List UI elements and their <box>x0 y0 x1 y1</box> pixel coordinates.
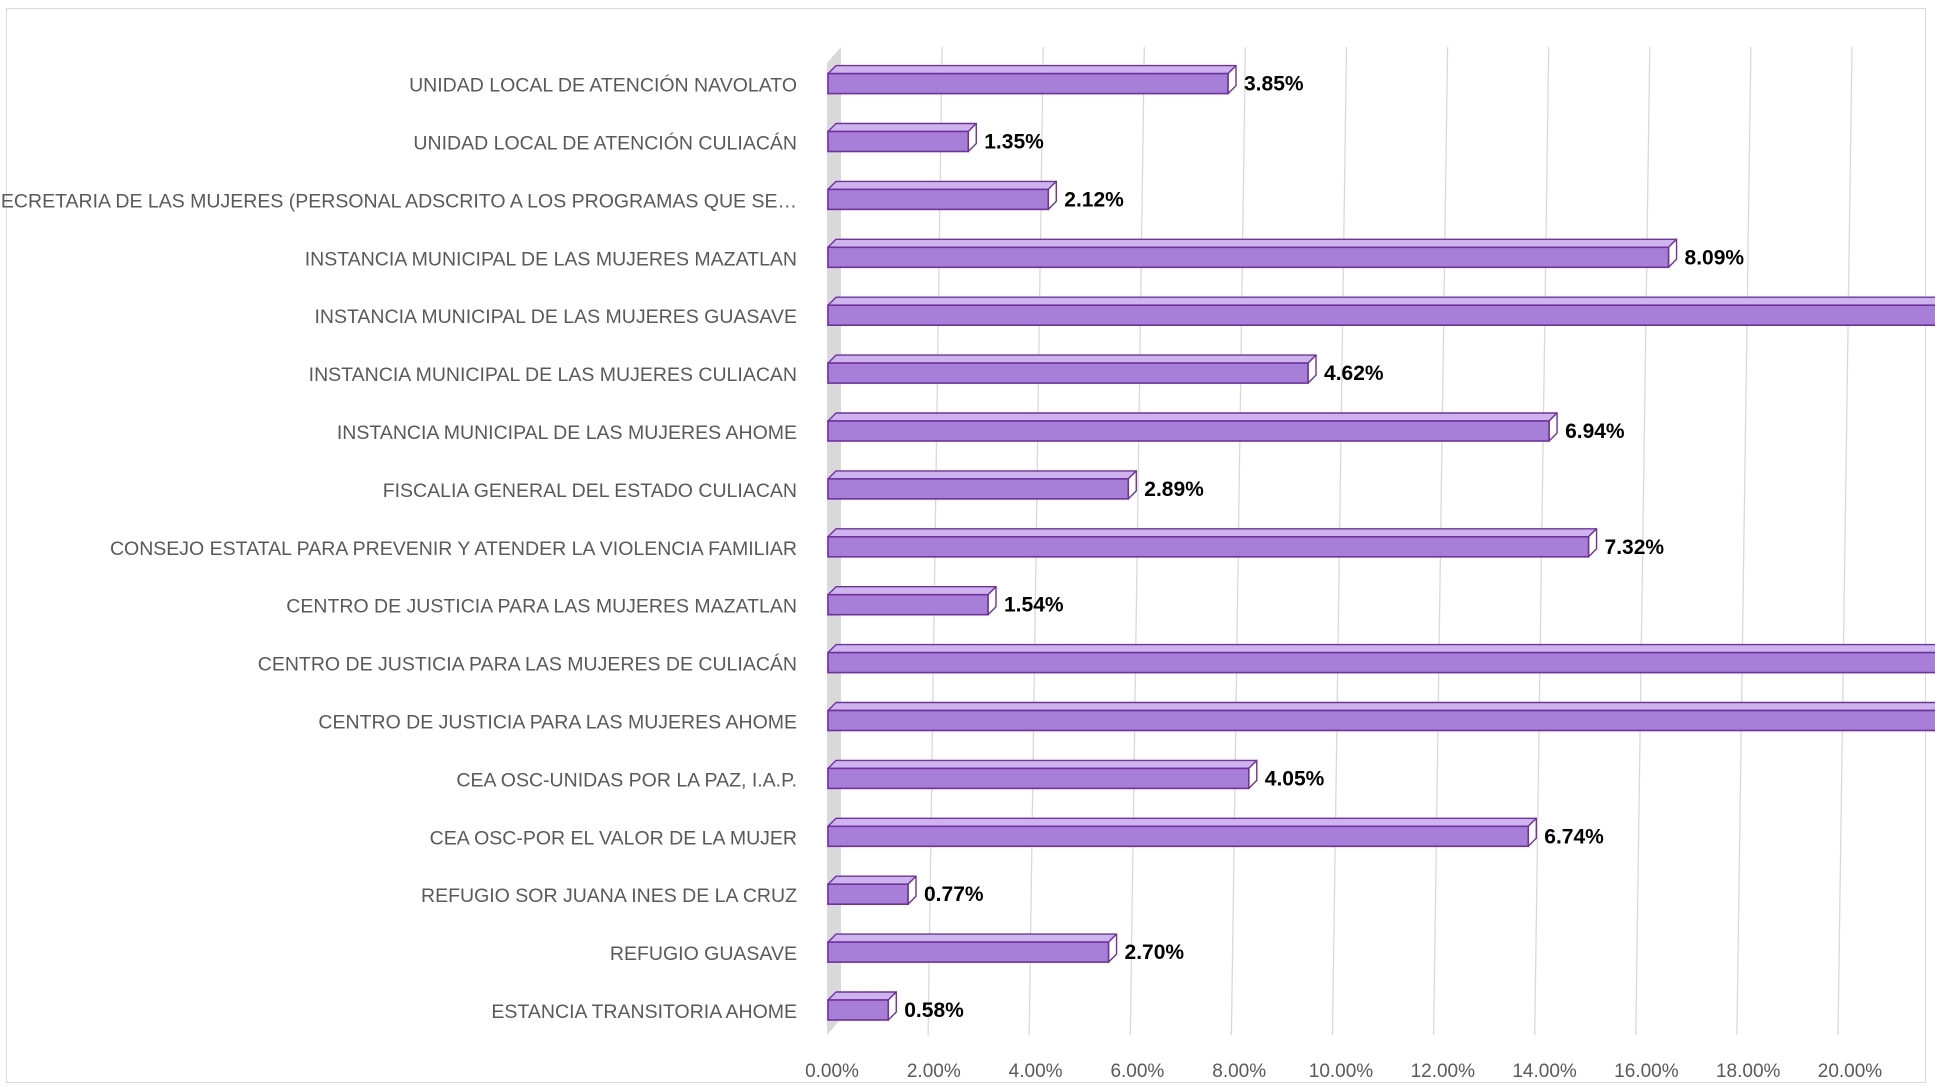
bar <box>827 72 1229 95</box>
bar <box>827 999 890 1021</box>
category-label: ESTANCIA TRANSITORIA AHOME <box>491 1001 797 1023</box>
data-label: 1.35% <box>984 131 1044 154</box>
category-label: CENTRO DE JUSTICIA PARA LAS MUJERES AHOM… <box>318 712 797 734</box>
data-label: 6.74% <box>1544 825 1604 848</box>
data-label: 3.85% <box>1244 73 1304 96</box>
category-label: CONSEJO ESTATAL PARA PREVENIR Y ATENDER … <box>110 538 797 560</box>
category-label: CENTRO DE JUSTICIA PARA LAS MUJERES MAZA… <box>286 596 797 618</box>
bar <box>827 941 1110 963</box>
bar <box>827 304 1935 327</box>
x-tick-label: 10.00% <box>1309 1061 1374 1082</box>
bar <box>827 246 1670 269</box>
category-label: CENTRO DE JUSTICIA PARA LAS MUJERES DE C… <box>258 653 797 676</box>
bar-top <box>827 933 1118 943</box>
category-label: INSTANCIA MUNICIPAL DE LAS MUJERES AHOME <box>337 422 797 444</box>
x-tick-label: 4.00% <box>1009 1061 1063 1082</box>
bar-top <box>827 528 1598 538</box>
bar <box>827 420 1550 442</box>
bar <box>827 767 1250 790</box>
bar <box>827 362 1309 384</box>
gridline <box>1736 46 1752 1036</box>
category-label: INSTANCIA MUNICIPAL DE LAS MUJERES CULIA… <box>309 364 797 386</box>
x-tick-label: 16.00% <box>1614 1061 1679 1082</box>
category-label: INSTANCIA MUNICIPAL DE LAS MUJERES MAZAT… <box>305 248 797 270</box>
bar <box>827 883 909 906</box>
category-label: CEA OSC-POR EL VALOR DE LA MUJER <box>430 827 797 849</box>
bar <box>827 478 1130 500</box>
bar-top <box>827 122 977 133</box>
bar-top <box>827 759 1258 770</box>
bar <box>827 593 989 616</box>
bar <box>827 825 1530 848</box>
data-label: 4.62% <box>1324 362 1384 385</box>
bar-top <box>827 238 1678 249</box>
x-tick-label: 12.00% <box>1411 1061 1476 1082</box>
bar <box>827 188 1050 211</box>
category-label: REFUGIO SOR JUANA INES DE LA CRUZ <box>421 885 797 907</box>
x-tick-label: 14.00% <box>1512 1061 1577 1082</box>
bar-top <box>827 180 1057 191</box>
category-axis: ESTANCIA TRANSITORIA AHOME REFUGIO GUASAV… <box>0 74 797 1023</box>
bar-top <box>827 643 1935 654</box>
data-label: 7.32% <box>1605 536 1665 559</box>
data-label: 6.94% <box>1565 420 1625 443</box>
data-label: 2.89% <box>1144 478 1204 501</box>
data-label: 2.12% <box>1064 188 1124 211</box>
bar-top <box>827 586 997 596</box>
bar-top <box>827 701 1935 712</box>
bar-top <box>827 875 917 885</box>
bar-top <box>827 991 897 1001</box>
bar <box>827 535 1590 558</box>
gridline <box>1837 46 1853 1036</box>
data-label: 8.09% <box>1685 246 1745 269</box>
bar-top <box>827 412 1558 422</box>
category-label: SECRETARIA DE LAS MUJERES (PERSONAL ADSC… <box>0 190 797 212</box>
bar-top <box>827 354 1317 364</box>
data-label: 0.58% <box>904 999 964 1022</box>
bars <box>827 64 1935 1021</box>
bar-top <box>827 817 1537 827</box>
data-label: 2.70% <box>1125 941 1185 964</box>
x-tick-label: 2.00% <box>907 1061 961 1082</box>
gridline <box>1635 46 1651 1036</box>
bar <box>827 651 1935 674</box>
bar-top <box>827 64 1237 75</box>
category-label: UNIDAD LOCAL DE ATENCIÓN NAVOLATO <box>409 74 797 97</box>
bar-top <box>827 296 1935 306</box>
x-tick-label: 20.00% <box>1818 1061 1883 1082</box>
category-label: INSTANCIA MUNICIPAL DE LAS MUJERES GUASA… <box>314 306 797 328</box>
value-axis: 0.00% 2.00% 4.00% 6.00% 8.00% 10.00% 12.00% 14.… <box>805 1061 1882 1082</box>
category-label: FISCALIA GENERAL DEL ESTADO CULIACAN <box>383 480 797 502</box>
category-label: REFUGIO GUASAVE <box>610 943 797 965</box>
x-tick-label: 6.00% <box>1110 1061 1164 1082</box>
data-label: 1.54% <box>1004 594 1064 617</box>
x-tick-label: 0.00% <box>805 1061 859 1082</box>
x-tick-label: 18.00% <box>1716 1061 1781 1082</box>
bar <box>827 130 970 153</box>
data-labels: 0.58%2.70%0.77%6.74%4.05%12.91%18.88%1.5… <box>904 73 1745 1022</box>
bar-top <box>827 470 1137 480</box>
category-label: CEA OSC-UNIDAS POR LA PAZ, I.A.P. <box>456 769 797 791</box>
data-label: 4.05% <box>1265 767 1325 790</box>
x-tick-label: 8.00% <box>1212 1061 1266 1082</box>
data-label: 0.77% <box>924 883 984 906</box>
category-label: UNIDAD LOCAL DE ATENCIÓN CULIACÁN <box>413 132 797 155</box>
bar <box>827 709 1935 732</box>
